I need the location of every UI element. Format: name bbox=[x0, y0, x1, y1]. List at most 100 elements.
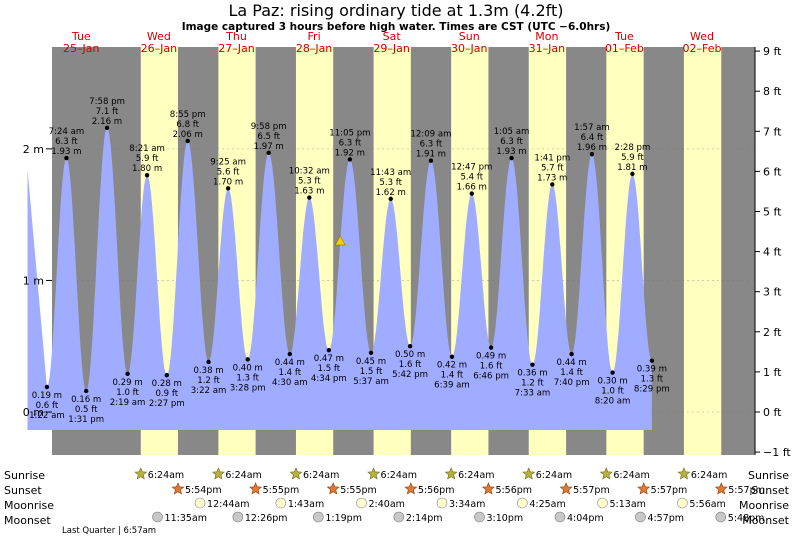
ft-tick-label: 9 ft bbox=[763, 45, 782, 58]
high-tide-ft: 5.6 ft bbox=[217, 167, 240, 177]
day-date: 26–Jan bbox=[141, 42, 177, 55]
low-tide-time: 2:19 am bbox=[110, 398, 146, 408]
low-tide-point bbox=[245, 357, 250, 362]
low-tide-ft: 1.6 ft bbox=[399, 360, 422, 370]
moonset-icon bbox=[232, 511, 244, 523]
sunset-label-left: Sunset bbox=[4, 484, 42, 497]
low-tide-time: 8:20 am bbox=[595, 397, 631, 407]
low-tide-time: 5:42 pm bbox=[392, 370, 428, 380]
day-name: Tue bbox=[614, 30, 634, 43]
moonset-icon bbox=[715, 511, 727, 523]
high-tide-m: 2.06 m bbox=[173, 130, 203, 140]
day-date: 31–Jan bbox=[529, 42, 565, 55]
low-tide-point bbox=[287, 351, 293, 357]
low-tide-time: 3:22 am bbox=[191, 386, 227, 396]
sunrise-time: 6:24am bbox=[225, 470, 261, 481]
sunrise-icon bbox=[522, 467, 536, 480]
high-tide-time: 2:28 pm bbox=[614, 143, 650, 153]
high-tide-point bbox=[388, 196, 393, 202]
day-date: 28–Jan bbox=[296, 42, 332, 55]
high-tide-point bbox=[266, 150, 271, 156]
moonset-icon bbox=[474, 511, 485, 523]
low-tide-ft: 1.6 ft bbox=[480, 362, 503, 372]
tide-area bbox=[27, 127, 652, 431]
high-tide-time: 7:24 am bbox=[49, 127, 85, 137]
low-tide-time: 3:28 pm bbox=[230, 383, 266, 393]
sunset-icon bbox=[404, 482, 418, 495]
low-tide-ft: 1.0 ft bbox=[116, 388, 139, 398]
high-tide-time: 8:55 pm bbox=[170, 110, 206, 120]
moon-phase-label: Last Quarter | 6:57am bbox=[62, 526, 156, 536]
sunrise-icon bbox=[599, 467, 613, 480]
high-tide-time: 11:43 am bbox=[370, 168, 411, 178]
low-tide-m: 0.30 m bbox=[597, 377, 627, 387]
sunset-icon bbox=[326, 482, 340, 495]
moonrise-icon bbox=[597, 497, 608, 509]
day-date: 27–Jan bbox=[218, 42, 254, 55]
low-tide-point bbox=[44, 384, 50, 390]
moonrise-icon bbox=[356, 497, 367, 509]
moonrise-time: 3:34am bbox=[449, 499, 485, 510]
low-tide-m: 0.28 m bbox=[152, 379, 182, 389]
ft-tick-label: 7 ft bbox=[763, 125, 782, 138]
low-tide-point bbox=[125, 371, 130, 377]
high-tide-time: 1:41 pm bbox=[534, 153, 570, 163]
chart-subtitle: Image captured 3 hours before high water… bbox=[182, 21, 611, 33]
low-tide-ft: 1.4 ft bbox=[278, 368, 301, 378]
low-tide-point bbox=[610, 370, 615, 375]
ft-tick-label: 8 ft bbox=[763, 85, 782, 98]
moonrise-icon bbox=[677, 497, 688, 509]
ft-tick-label: 2 ft bbox=[763, 326, 782, 339]
day-name: Fri bbox=[308, 30, 321, 43]
moonset-label-right: Moonset bbox=[742, 514, 789, 527]
moonset-time: 12:26pm bbox=[245, 513, 288, 524]
low-tide-ft: 1.3 ft bbox=[641, 375, 664, 385]
low-tide-ft: 1.5 ft bbox=[360, 367, 383, 377]
sunset-label-right: Sunset bbox=[751, 484, 789, 497]
high-tide-ft: 7.1 ft bbox=[96, 107, 119, 117]
m-tick-label: 2 m bbox=[23, 143, 44, 156]
day-name: Sat bbox=[383, 30, 402, 43]
low-tide-point bbox=[449, 354, 455, 359]
sunrise-time: 6:24am bbox=[613, 470, 649, 481]
low-tide-time: 7:33 am bbox=[515, 389, 551, 399]
high-tide-ft: 6.3 ft bbox=[339, 138, 362, 148]
high-tide-m: 1.80 m bbox=[132, 164, 162, 174]
low-tide-ft: 1.4 ft bbox=[560, 368, 583, 378]
sunrise-time: 6:24am bbox=[458, 470, 494, 481]
high-tide-ft: 6.3 ft bbox=[55, 137, 78, 147]
sunrise-time: 6:24am bbox=[536, 470, 572, 481]
sunrise-icon bbox=[444, 467, 458, 480]
low-tide-m: 0.29 m bbox=[112, 378, 142, 388]
high-tide-m: 2.16 m bbox=[92, 117, 122, 127]
moonset-icon bbox=[635, 511, 646, 523]
sunrise-icon bbox=[211, 467, 225, 480]
sunset-icon bbox=[559, 482, 573, 495]
high-tide-m: 1.93 m bbox=[496, 147, 526, 157]
sunrise-icon bbox=[367, 467, 381, 480]
moonrise-time: 4:25am bbox=[529, 499, 565, 510]
moonrise-time: 5:13am bbox=[610, 499, 646, 510]
low-tide-m: 0.50 m bbox=[395, 350, 425, 360]
ft-tick-label: 3 ft bbox=[763, 286, 782, 299]
low-tide-m: 0.40 m bbox=[233, 363, 263, 373]
low-tide-time: 6:46 pm bbox=[473, 372, 509, 382]
ft-tick-label: 4 ft bbox=[763, 246, 782, 259]
sunrise-icon bbox=[289, 467, 303, 480]
high-tide-m: 1.73 m bbox=[537, 173, 567, 183]
high-tide-m: 1.93 m bbox=[51, 147, 81, 157]
axes: −1 ft 0 ft 1 ft 2 ft 3 ft 4 ft 5 ft 6 ft 7 ft 8 f… bbox=[23, 45, 792, 459]
high-tide-m: 1.66 m bbox=[457, 183, 487, 193]
sunset-icon bbox=[171, 482, 185, 495]
day-name: Wed bbox=[690, 30, 714, 43]
low-tide-ft: 1.0 ft bbox=[601, 387, 624, 397]
moonset-time: 3:10pm bbox=[486, 513, 523, 524]
sunset-time: 5:57pm bbox=[728, 485, 765, 496]
high-tide-ft: 6.5 ft bbox=[257, 132, 280, 142]
m-tick-label: 0 m bbox=[23, 406, 44, 419]
sunrise-time: 6:24am bbox=[381, 470, 417, 481]
moonrise-icon bbox=[517, 497, 528, 509]
low-tide-point bbox=[83, 388, 89, 394]
high-tide-m: 1.70 m bbox=[213, 177, 243, 187]
